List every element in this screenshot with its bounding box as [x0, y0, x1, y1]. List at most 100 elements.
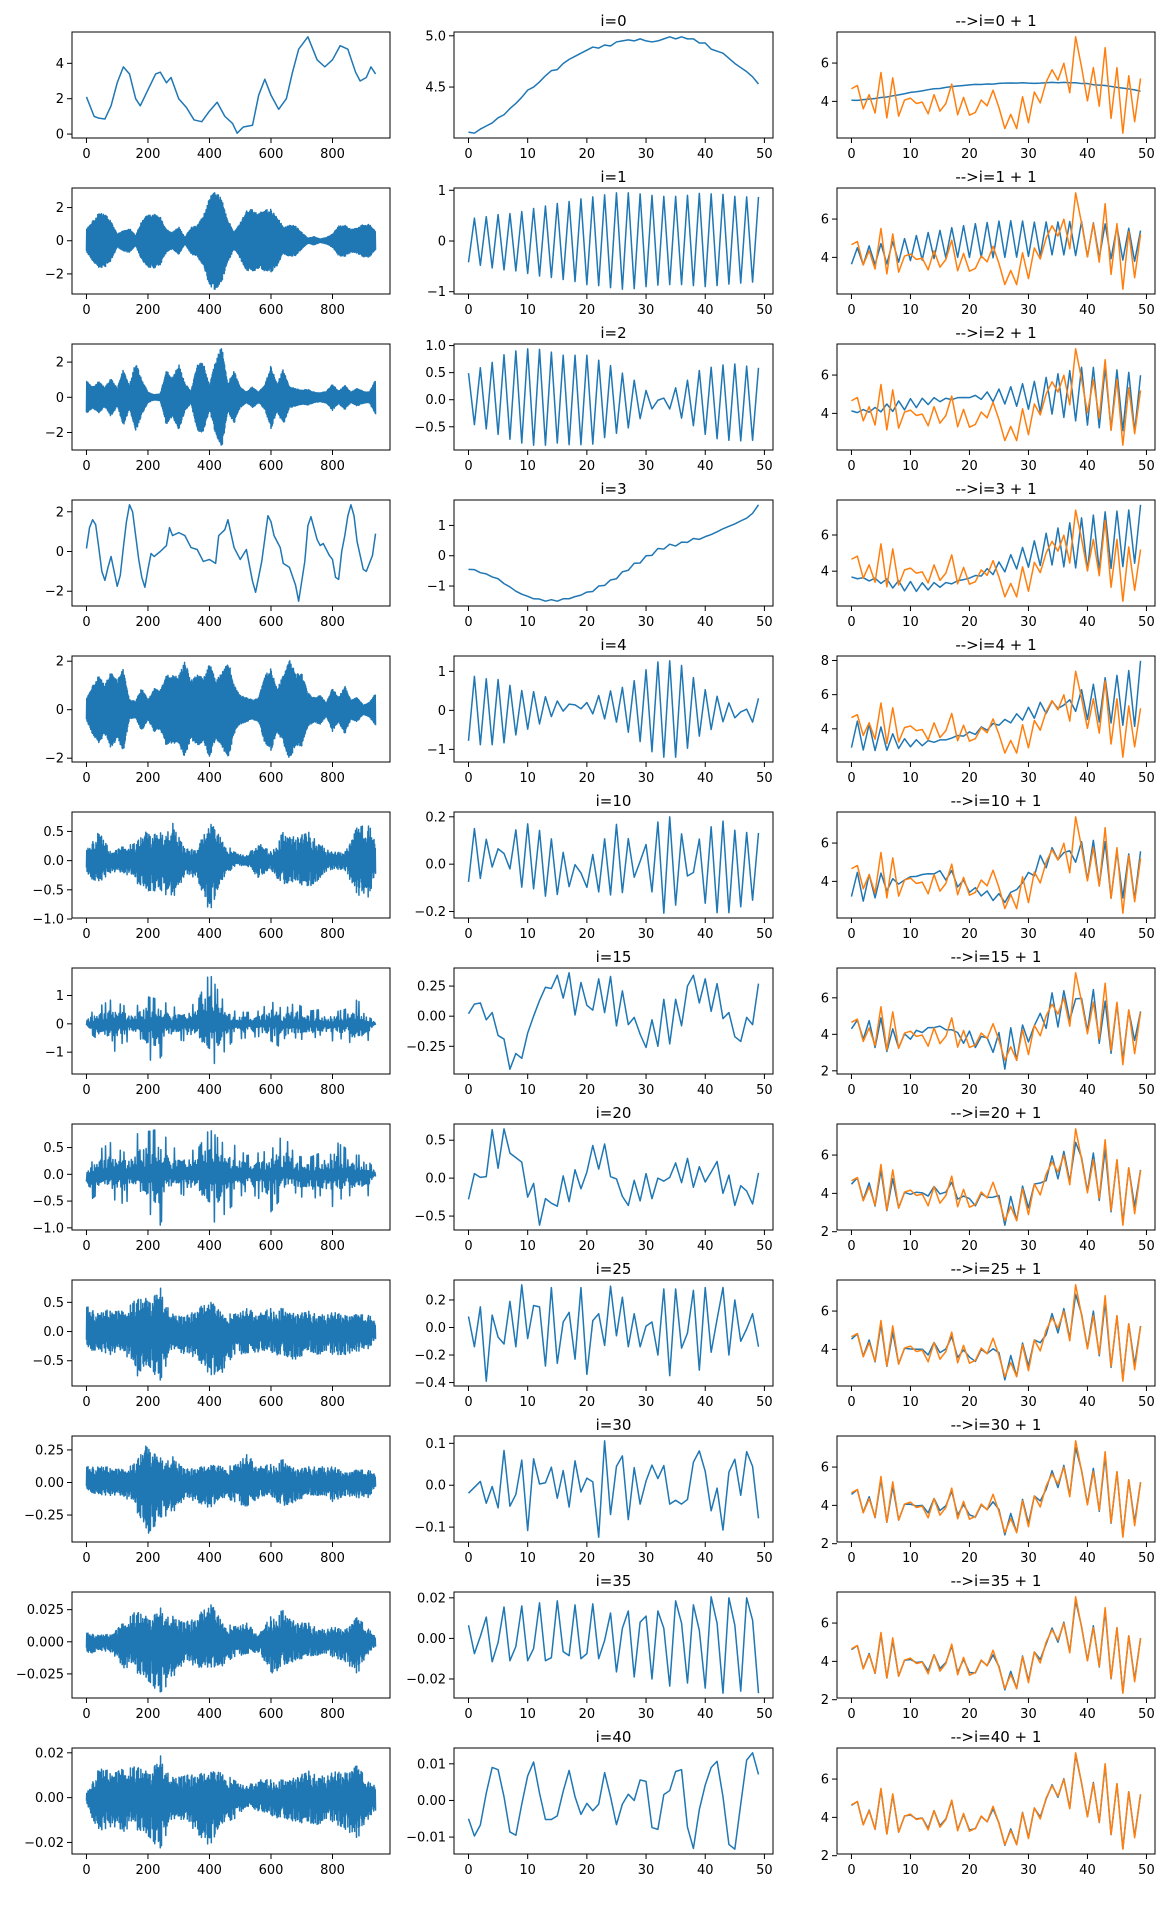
series-line-blue: [467, 816, 760, 914]
x-tick-label: 50: [1138, 1083, 1155, 1098]
y-tick-label: 0.0: [43, 1168, 64, 1183]
y-tick-label: 0.5: [43, 1296, 64, 1311]
series-line-blue: [467, 1752, 760, 1850]
y-tick-label: 5.0: [425, 29, 446, 44]
x-tick-label: 0: [82, 303, 90, 318]
x-tick-label: 10: [519, 1863, 536, 1878]
series-line-blue: [85, 822, 377, 909]
subplot-r10-c2: 0 10 20 30 40 50 2 4 6 -->i=35 + 1: [821, 1572, 1156, 1722]
x-tick-label: 0: [464, 1395, 472, 1410]
y-tick-label: 0.00: [35, 1791, 64, 1806]
x-tick-label: 10: [519, 1707, 536, 1722]
subplot-r7-c0: 0 200 400 600 800 −1.0 −0.5 0.0 0.5: [32, 1123, 391, 1254]
x-tick-label: 0: [464, 459, 472, 474]
axes-frame: [836, 31, 1156, 139]
axes-frame: [836, 1747, 1156, 1855]
y-tick-label: 1: [438, 184, 446, 199]
x-tick-label: 0: [464, 1239, 472, 1254]
subplot-r2-c0: 0 200 400 600 800 −2 0 2: [45, 343, 391, 474]
x-tick-label: 600: [259, 1707, 284, 1722]
y-tick-label: 2: [56, 505, 64, 520]
x-tick-label: 200: [136, 303, 161, 318]
subplot-r4-c2: 0 10 20 30 40 50 4 6 8 -->i=4 + 1: [821, 636, 1156, 786]
x-tick-label: 10: [902, 927, 919, 942]
y-tick-label: 0.0: [425, 1321, 446, 1336]
x-tick-label: 40: [697, 1083, 714, 1098]
x-tick-label: 50: [1138, 459, 1155, 474]
axes-background: [837, 32, 1155, 138]
x-tick-label: 10: [902, 771, 919, 786]
y-tick-label: 0.25: [417, 980, 446, 995]
y-tick-label: 0.00: [417, 1010, 446, 1025]
x-tick-label: 40: [1079, 1863, 1096, 1878]
x-tick-label: 10: [902, 147, 919, 162]
x-tick-label: 50: [1138, 1707, 1155, 1722]
axes-frame: [453, 343, 774, 451]
x-tick-label: 0: [82, 459, 90, 474]
series-line-orange: [851, 1128, 1142, 1226]
series-line-blue: [467, 1128, 760, 1226]
x-tick-label: 10: [519, 303, 536, 318]
x-tick-label: 50: [1138, 615, 1155, 630]
axes-frame: [453, 1279, 774, 1387]
x-tick-label: 200: [136, 1863, 161, 1878]
axes-background: [72, 500, 390, 606]
x-tick-label: 40: [1079, 1083, 1096, 1098]
x-tick-label: 20: [961, 459, 978, 474]
series-line-blue: [85, 1755, 377, 1849]
y-tick-label: 0.5: [43, 825, 64, 840]
x-tick-label: 400: [197, 615, 222, 630]
x-tick-label: 30: [1020, 1863, 1037, 1878]
x-tick-label: 200: [136, 1551, 161, 1566]
subplot-title: -->i=2 + 1: [955, 324, 1036, 342]
subplot-r3-c2: 0 10 20 30 40 50 4 6 -->i=3 + 1: [821, 480, 1156, 630]
x-tick-label: 40: [697, 1239, 714, 1254]
axes-frame: [71, 1279, 391, 1387]
y-tick-label: −1.0: [32, 913, 64, 928]
x-tick-label: 0: [464, 771, 472, 786]
y-tick-label: 0.025: [27, 1603, 64, 1618]
y-tick-label: −0.5: [32, 883, 64, 898]
subplot-r1-c1: 0 10 20 30 40 50 −1 0 1 i=1: [427, 168, 774, 318]
x-tick-label: 50: [1138, 927, 1155, 942]
x-tick-label: 20: [961, 303, 978, 318]
x-tick-label: 200: [136, 459, 161, 474]
axes-frame: [836, 499, 1156, 607]
x-tick-label: 20: [961, 1083, 978, 1098]
series-line-blue: [85, 192, 377, 290]
x-tick-label: 600: [259, 147, 284, 162]
y-tick-label: 2: [56, 92, 64, 107]
y-tick-label: −0.4: [414, 1376, 446, 1391]
y-tick-label: 4: [821, 251, 829, 266]
subplot-r8-c0: 0 200 400 600 800 −0.5 0.0 0.5: [32, 1279, 391, 1410]
x-tick-label: 400: [197, 1083, 222, 1098]
x-tick-label: 40: [1079, 771, 1096, 786]
series-line-blue: [851, 81, 1141, 102]
y-tick-label: 4: [821, 407, 829, 422]
x-tick-label: 600: [259, 615, 284, 630]
y-tick-label: 0.00: [35, 1476, 64, 1491]
y-tick-label: 1: [438, 665, 446, 680]
x-tick-label: 20: [579, 1239, 596, 1254]
x-tick-label: 800: [320, 1707, 345, 1722]
y-tick-label: 0.0: [425, 1172, 446, 1187]
subplot-title: -->i=4 + 1: [955, 636, 1036, 654]
subplot-title: i=3: [600, 480, 626, 498]
x-tick-label: 0: [464, 147, 472, 162]
y-tick-label: −0.01: [406, 1831, 446, 1846]
subplot-r0-c2: 0 10 20 30 40 50 4 6 -->i=0 + 1: [821, 12, 1156, 162]
y-tick-label: 0.2: [425, 810, 446, 825]
y-tick-label: 8: [821, 654, 829, 669]
x-tick-label: 10: [902, 1395, 919, 1410]
series-line-orange: [851, 1596, 1142, 1694]
x-tick-label: 30: [638, 459, 655, 474]
x-tick-label: 600: [259, 1395, 284, 1410]
y-tick-label: 4: [821, 1028, 829, 1043]
x-tick-label: 400: [197, 1707, 222, 1722]
y-tick-label: 0: [56, 234, 64, 249]
x-tick-label: 800: [320, 1551, 345, 1566]
x-tick-label: 0: [82, 1863, 90, 1878]
x-tick-label: 0: [847, 1083, 855, 1098]
x-tick-label: 50: [756, 1239, 773, 1254]
